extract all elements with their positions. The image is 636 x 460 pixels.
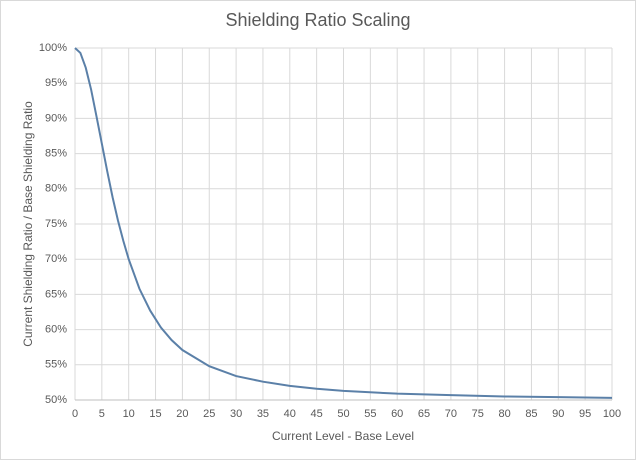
y-tick-label: 85%	[45, 148, 67, 160]
x-tick-label: 30	[230, 408, 242, 420]
x-tick-label: 90	[552, 408, 564, 420]
x-tick-label: 50	[337, 408, 349, 420]
y-tick-label: 100%	[39, 42, 67, 54]
x-tick-label: 60	[391, 408, 403, 420]
x-tick-label: 20	[176, 408, 188, 420]
y-axis-title: Current Shielding Ratio / Base Shielding…	[21, 101, 35, 347]
y-tick-label: 95%	[45, 77, 67, 89]
data-line	[74, 47, 613, 399]
x-tick-label: 95	[579, 408, 591, 420]
x-tick-label: 80	[498, 408, 510, 420]
x-tick-label: 75	[472, 408, 484, 420]
x-tick-label: 25	[203, 408, 215, 420]
x-tick-label: 65	[418, 408, 430, 420]
y-tick-label: 65%	[45, 288, 67, 300]
y-tick-label: 80%	[45, 183, 67, 195]
x-tick-label: 100	[603, 408, 621, 420]
y-tick-label: 75%	[45, 218, 67, 230]
x-tick-label: 85	[525, 408, 537, 420]
y-tick-label: 55%	[45, 359, 67, 371]
x-tick-label: 5	[99, 408, 105, 420]
x-tick-label: 45	[311, 408, 323, 420]
x-tick-label: 35	[257, 408, 269, 420]
x-tick-label: 70	[445, 408, 457, 420]
x-tick-label: 40	[284, 408, 296, 420]
y-tick-label: 60%	[45, 324, 67, 336]
y-tick-label: 70%	[45, 253, 67, 265]
y-tick-label: 90%	[45, 112, 67, 124]
x-tick-label: 55	[364, 408, 376, 420]
x-tick-label: 15	[149, 408, 161, 420]
y-tick-label: 50%	[45, 394, 67, 406]
chart-title: Shielding Ratio Scaling	[225, 10, 410, 30]
x-axis-title: Current Level - Base Level	[272, 429, 414, 443]
x-tick-label: 10	[123, 408, 135, 420]
x-tick-label: 0	[72, 408, 78, 420]
